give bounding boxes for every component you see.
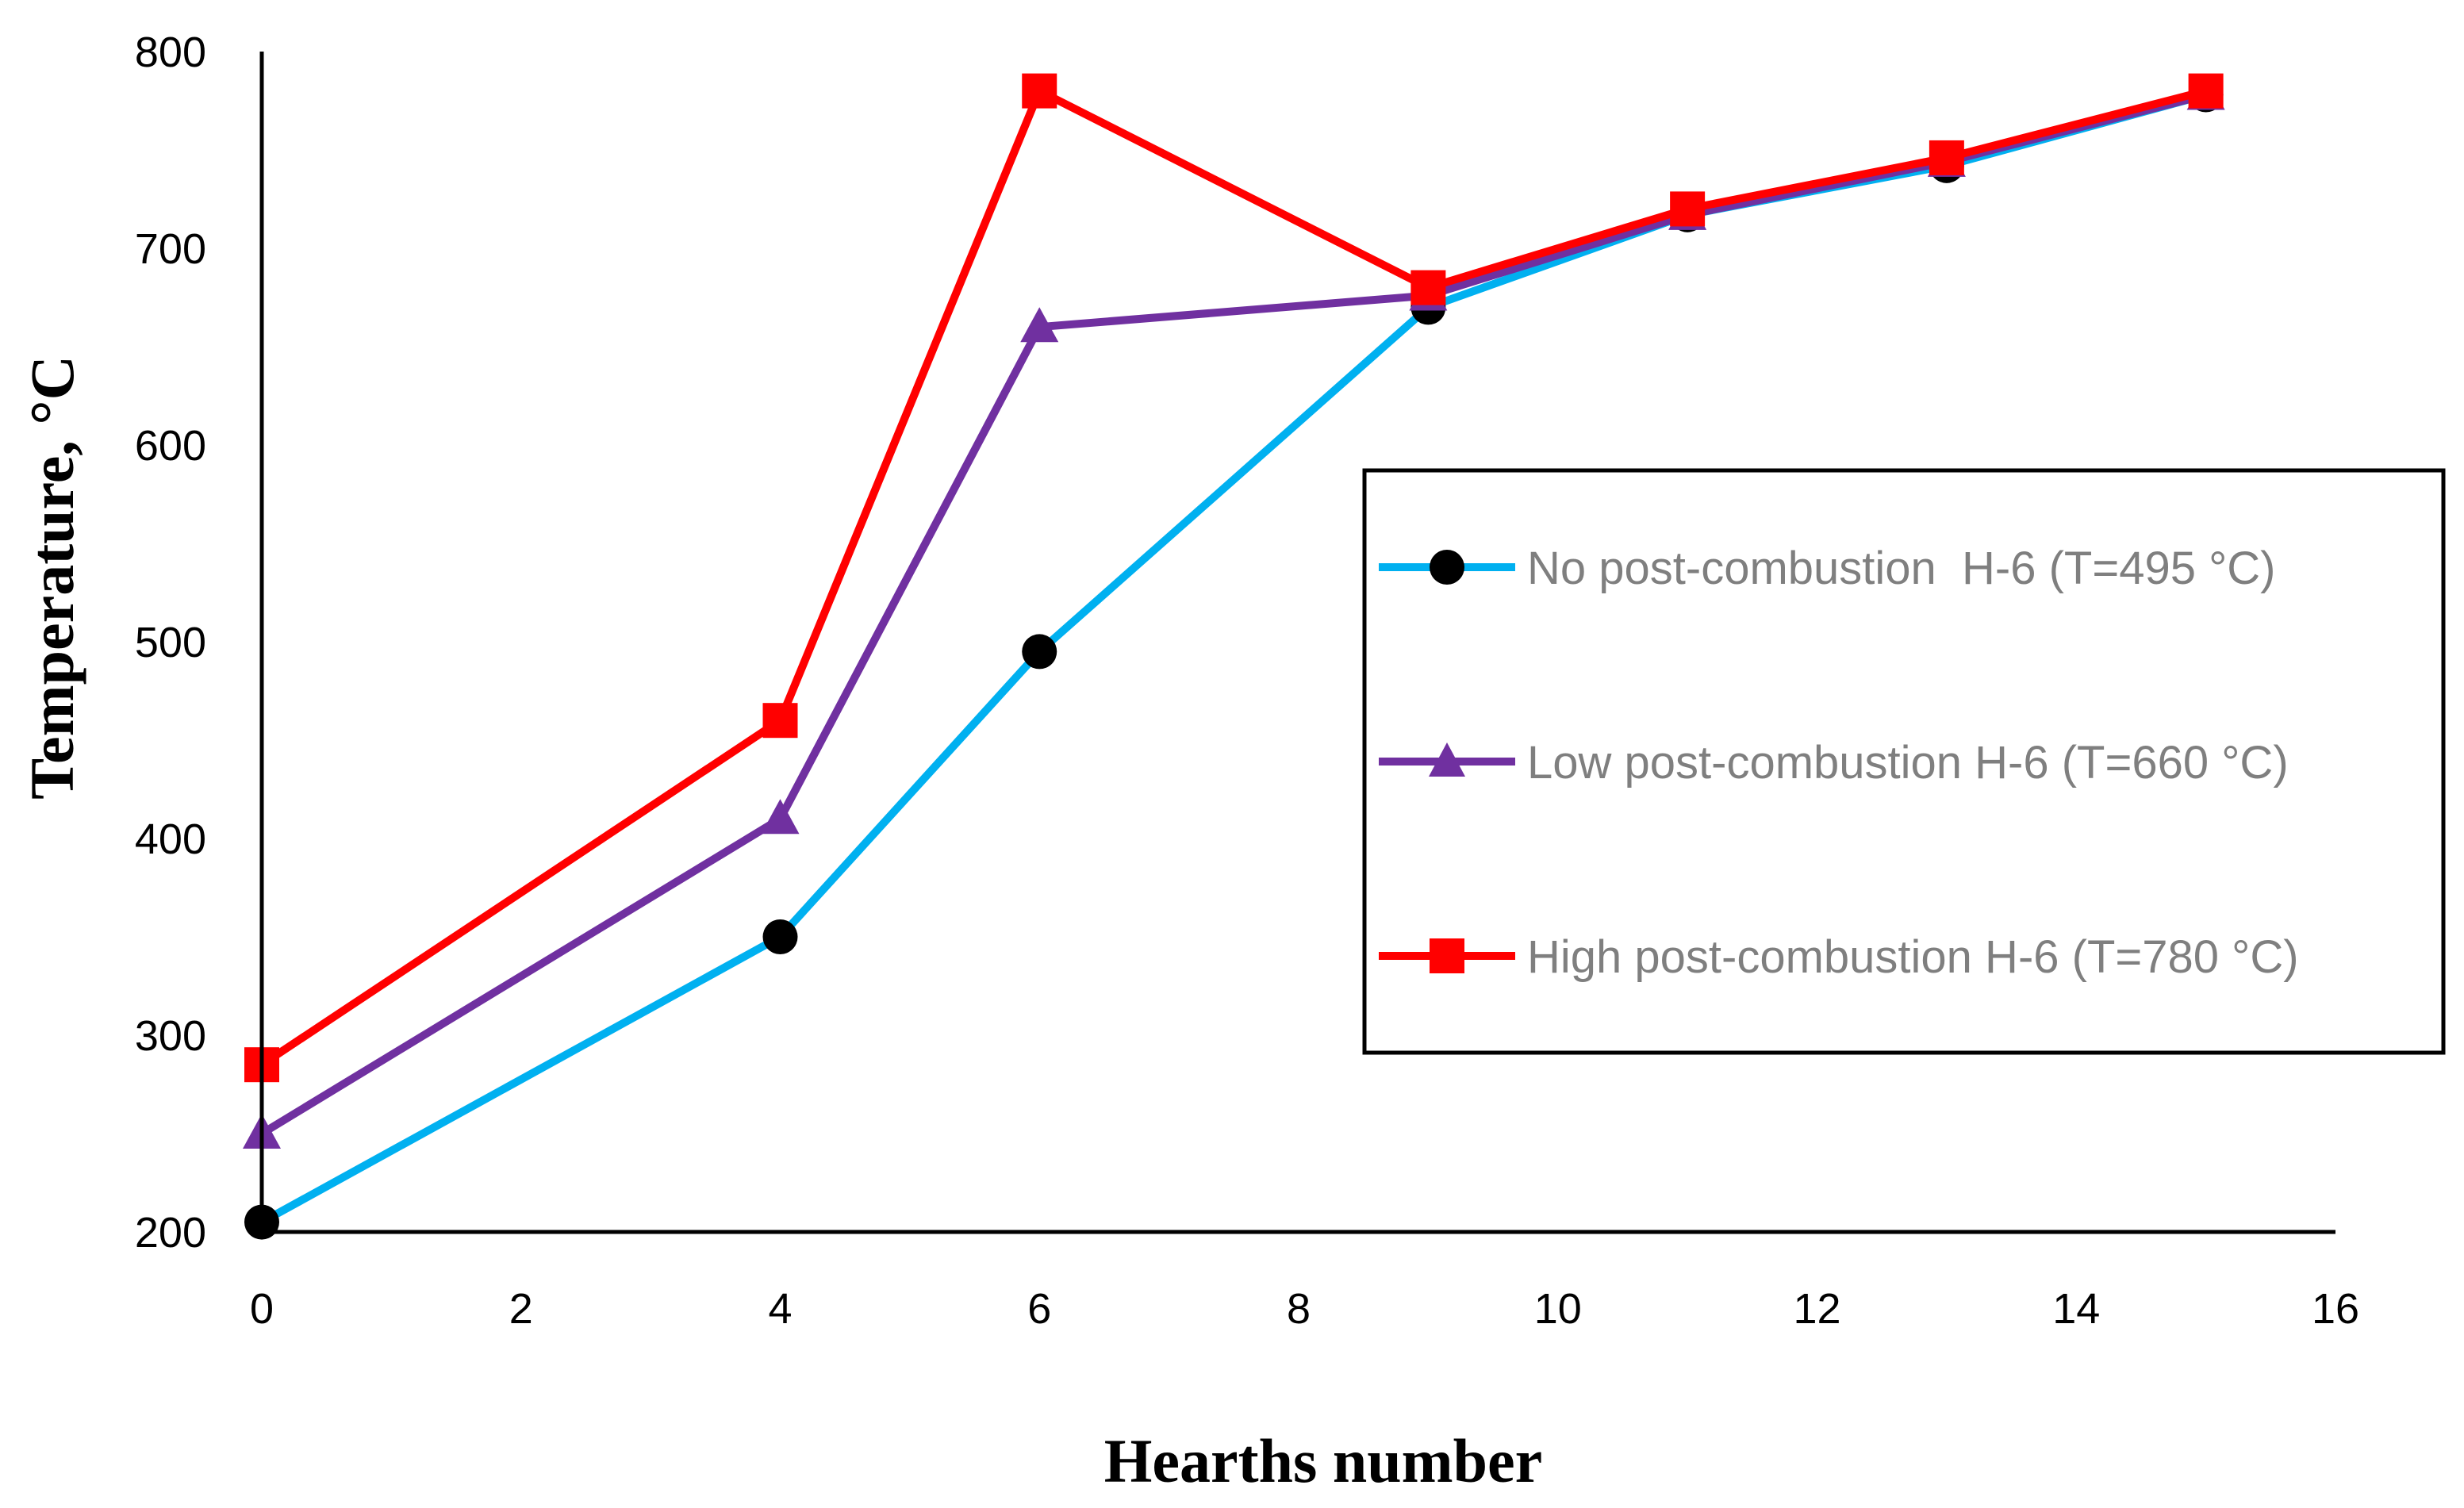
data-point-circle <box>762 919 798 954</box>
data-point-square <box>1929 140 1964 175</box>
y-tick-label: 500 <box>135 619 206 666</box>
x-tick-label: 14 <box>2052 1285 2100 1333</box>
x-tick-label: 12 <box>1793 1285 1840 1333</box>
legend-square-marker-icon <box>1430 938 1464 973</box>
x-tick-label: 16 <box>2312 1285 2359 1333</box>
data-point-square <box>1022 73 1057 109</box>
data-point-square <box>1410 270 1446 305</box>
y-tick-label: 700 <box>135 225 206 273</box>
legend-entry-high-post-combustion: High post-combustion H-6 (T=780 °C) <box>1379 931 2299 983</box>
x-tick-label: 8 <box>1287 1285 1311 1333</box>
legend-entry-low-post-combustion: Low post-combustion H-6 (T=660 °C) <box>1379 737 2289 789</box>
labels-layer: Hearths number Temperature, °C <box>17 355 1542 1495</box>
x-tick-label: 10 <box>1534 1285 1582 1333</box>
data-point-circle <box>1022 634 1057 670</box>
legend-triangle-marker-icon <box>1429 742 1465 777</box>
x-tick-label: 2 <box>509 1285 533 1333</box>
x-axis-title: Hearths number <box>1104 1426 1542 1495</box>
data-point-triangle <box>761 799 800 835</box>
data-point-square <box>1670 191 1706 227</box>
y-tick-label: 600 <box>135 422 206 470</box>
legend: No post-combustion H-6 (T=495 °C) Low po… <box>1362 468 2446 1055</box>
x-tick-label: 4 <box>768 1285 792 1333</box>
data-point-square <box>762 703 798 739</box>
y-tick-label: 200 <box>135 1209 206 1257</box>
legend-label-no-post-combustion: No post-combustion H-6 (T=495 °C) <box>1527 543 2276 594</box>
x-tick-label: 6 <box>1027 1285 1051 1333</box>
y-axis-title: Temperature, °C <box>17 355 86 800</box>
legend-circle-marker-icon <box>1430 550 1464 585</box>
data-point-square <box>2188 73 2224 109</box>
legend-label-low-post-combustion: Low post-combustion H-6 (T=660 °C) <box>1527 737 2289 789</box>
x-tick-label: 0 <box>250 1285 274 1333</box>
y-tick-label: 300 <box>135 1012 206 1060</box>
legend-box <box>1362 468 2446 1055</box>
axes-layer: 0 2 4 6 8 10 12 14 16 200 300 400 500 600 700 800 <box>135 29 2359 1333</box>
legend-label-high-post-combustion: High post-combustion H-6 (T=780 °C) <box>1527 931 2299 983</box>
y-tick-label: 400 <box>135 815 206 863</box>
data-point-triangle <box>1020 307 1059 343</box>
legend-entry-no-post-combustion: No post-combustion H-6 (T=495 °C) <box>1379 543 2276 594</box>
y-tick-label: 800 <box>135 29 206 76</box>
